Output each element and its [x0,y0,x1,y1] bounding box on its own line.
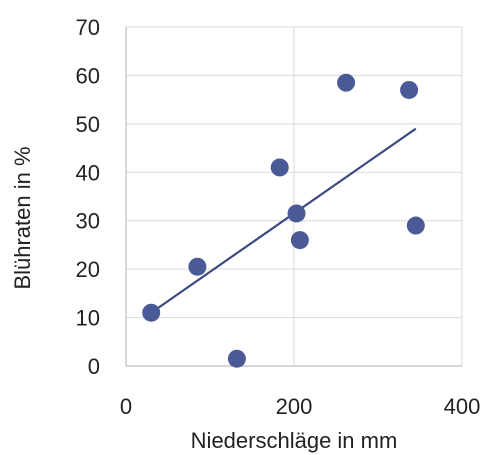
data-point [227,349,246,368]
y-tick-label: 0 [88,354,100,379]
data-point [290,231,309,250]
x-tick-label: 200 [276,394,313,419]
y-axis-title: Blühraten in % [10,146,35,289]
x-tick-label: 0 [120,394,132,419]
x-axis-title: Niederschläge in mm [191,428,398,453]
y-tick-label: 50 [76,112,100,137]
x-tick-label: 400 [444,394,481,419]
trendline-layer [150,127,417,314]
axes [125,27,462,367]
data-point [406,216,425,235]
y-tick-label: 10 [76,306,100,331]
y-tick-label: 70 [76,15,100,40]
data-point [287,204,306,223]
data-point [400,80,419,99]
grid-lines [126,26,463,366]
y-tick-label: 20 [76,257,100,282]
trendline [150,127,417,314]
y-tick-label: 40 [76,160,100,185]
data-point [188,257,207,276]
y-tick-label: 60 [76,63,100,88]
data-point [337,73,356,92]
data-point [142,303,161,322]
y-tick-label: 30 [76,209,100,234]
data-points [142,73,425,368]
data-point [270,158,289,177]
tick-labels: 0 10 20 30 40 50 60 70 0 200 400 [76,15,481,419]
